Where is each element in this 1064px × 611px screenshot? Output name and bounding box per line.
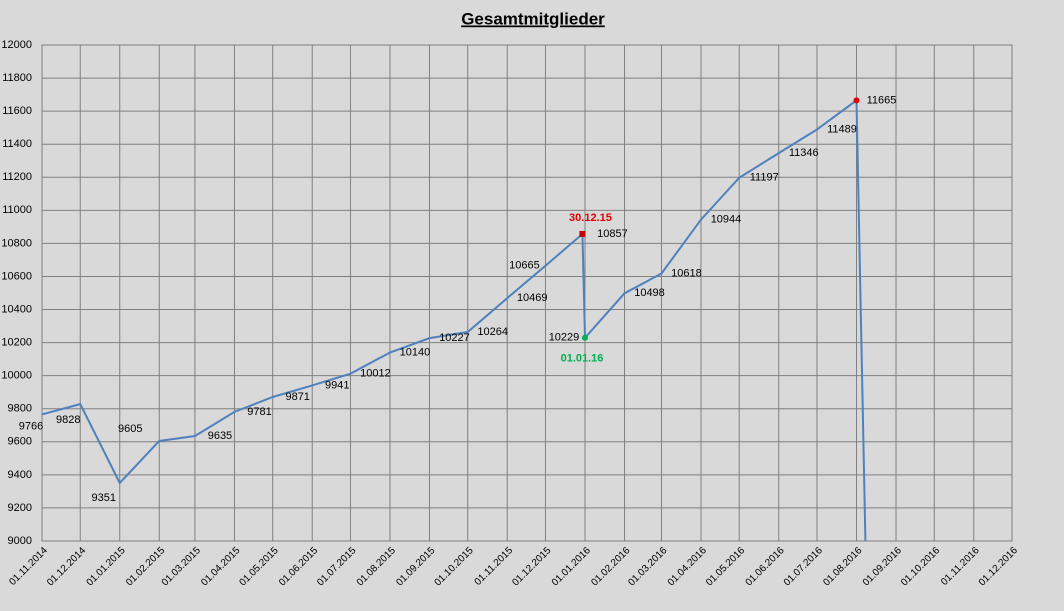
x-tick-label: 01.01.2016 (550, 545, 593, 588)
x-tick-label: 01.03.2016 (626, 545, 669, 588)
data-label: 10264 (477, 326, 508, 338)
x-tick-label: 01.04.2015 (199, 545, 242, 588)
data-label: 9605 (118, 423, 142, 435)
plot (42, 98, 867, 541)
y-tick-label: 11600 (2, 105, 32, 117)
data-label: 10469 (517, 292, 548, 304)
y-tick-label: 9600 (8, 436, 32, 448)
annotation: 01.01.16 (561, 353, 604, 365)
y-tick-label: 10800 (1, 237, 32, 249)
data-label: 9635 (208, 430, 232, 442)
data-label: 10012 (360, 368, 391, 380)
data-label: 10498 (634, 287, 665, 299)
plot-area (41, 44, 1013, 542)
y-tick-label: 10000 (1, 370, 32, 382)
data-label: 9766 (19, 420, 43, 432)
data-label: 10618 (671, 267, 702, 279)
x-tick-label: 01.09.2016 (861, 545, 904, 588)
y-tick-label: 9400 (8, 469, 32, 481)
x-tick-label: 01.07.2015 (315, 545, 358, 588)
data-label: 9828 (56, 414, 80, 426)
x-tick-label: 01.11.2015 (473, 545, 516, 588)
data-label: 11346 (789, 147, 819, 159)
y-tick-label: 11400 (2, 138, 32, 150)
y-tick-label: 12000 (1, 39, 32, 51)
x-tick-label: 01.06.2016 (744, 545, 787, 588)
y-tick-label: 10400 (1, 303, 32, 315)
x-tick-label: 01.10.2015 (433, 545, 476, 588)
x-tick-label: 01.12.2016 (977, 545, 1020, 588)
data-label: 10665 (509, 260, 540, 272)
x-tick-label: 01.12.2014 (45, 545, 88, 588)
marker (579, 230, 586, 237)
x-tick-label: 01.08.2016 (821, 545, 864, 588)
marker (581, 334, 588, 341)
y-tick-label: 10200 (1, 337, 32, 349)
x-tick-label: 01.09.2015 (394, 545, 437, 588)
x-tick-label: 01.12.2015 (510, 545, 553, 588)
data-label: 10857 (597, 228, 628, 240)
x-tick-label: 01.08.2015 (355, 545, 398, 588)
x-tick-label: 01.10.2016 (899, 545, 942, 588)
data-label: 10227 (439, 332, 470, 344)
data-label: 10229 (549, 332, 580, 344)
x-tick-label: 01.07.2016 (782, 545, 825, 588)
y-tick-label: 10600 (1, 270, 32, 282)
data-label: 9351 (92, 492, 116, 504)
data-label: 11489 (827, 123, 857, 135)
data-label: 10944 (711, 213, 742, 225)
line (42, 98, 867, 541)
data-label: 9781 (247, 406, 271, 418)
x-tick-label: 01.11.2016 (939, 545, 982, 588)
data-label: 10140 (400, 346, 431, 358)
y-tick-label: 11000 (2, 204, 32, 216)
x-tick-label: 01.05.2015 (238, 545, 281, 588)
y-tick-label: 9000 (8, 535, 32, 547)
x-tick-label: 01.11.2014 (7, 545, 50, 588)
chart-title: Gesamtmitglieder (461, 9, 605, 28)
x-tick-label: 01.04.2016 (666, 545, 709, 588)
x-tick-label: 01.06.2015 (277, 545, 320, 588)
marker (853, 97, 860, 104)
x-tick-label: 01.05.2016 (704, 545, 747, 588)
y-tick-label: 11800 (2, 72, 32, 84)
y-tick-label: 9200 (8, 502, 32, 514)
data-label: 11197 (750, 172, 779, 184)
y-tick-label: 11200 (2, 171, 32, 183)
data-label: 9941 (325, 379, 349, 391)
annotation: 30.12.15 (569, 212, 612, 224)
x-tick-label: 01.01.2015 (85, 545, 128, 588)
x-tick-label: 01.03.2015 (160, 545, 203, 588)
y-tick-label: 9800 (8, 403, 32, 415)
data-label: 9871 (285, 391, 309, 403)
data-label: 11665 (867, 94, 897, 106)
